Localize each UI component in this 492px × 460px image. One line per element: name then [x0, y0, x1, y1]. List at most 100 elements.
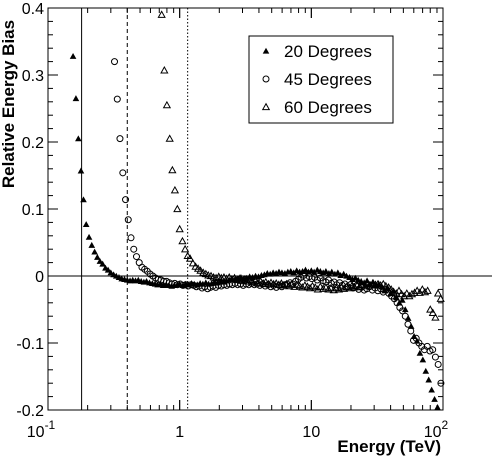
data-point: [227, 275, 236, 283]
data-point: [248, 277, 257, 286]
data-points: [69, 10, 445, 410]
data-point: [426, 305, 435, 313]
data-point: [285, 281, 294, 290]
data-point: [334, 269, 342, 276]
data-point: [279, 281, 289, 289]
series-3: [157, 10, 445, 321]
data-point: [173, 204, 182, 213]
data-point: [371, 280, 380, 288]
data-point: [419, 356, 427, 363]
data-point: [305, 283, 315, 292]
data-point: [91, 248, 98, 255]
data-point: [232, 275, 242, 284]
data-point: [238, 276, 247, 284]
data-point: [183, 251, 192, 260]
data-point: [428, 386, 435, 393]
data-point: [322, 268, 330, 274]
data-point: [99, 260, 106, 267]
data-point: [328, 268, 336, 275]
data-point: [85, 233, 93, 240]
data-point: [259, 279, 268, 287]
data-point: [399, 296, 406, 303]
data-point: [345, 283, 354, 292]
legend-label: 60 Degrees: [284, 98, 372, 117]
x-axis-title: Energy (TeV): [337, 437, 441, 456]
data-point: [180, 244, 190, 253]
data-point: [290, 269, 298, 276]
data-point: [434, 404, 441, 410]
data-point: [433, 289, 443, 297]
data-point: [402, 289, 411, 297]
data-point: [88, 241, 96, 248]
axis-ticks: [47, 7, 444, 411]
legend-label: 45 Degrees: [284, 70, 372, 89]
data-point: [77, 167, 85, 174]
data-point: [269, 279, 278, 288]
data-point: [404, 320, 412, 328]
y-tick-label: 0.3: [22, 68, 44, 85]
data-point: [407, 322, 415, 329]
data-point: [264, 279, 273, 288]
data-point: [298, 283, 307, 291]
legend: 20 Degrees 45 Degrees 60 Degrees: [248, 35, 394, 124]
y-tick-label: 0.2: [22, 135, 44, 152]
data-point: [113, 95, 121, 103]
data-point: [130, 245, 138, 253]
data-point: [82, 221, 90, 228]
x-tick-label: 10-1: [27, 418, 56, 441]
data-point: [170, 185, 180, 194]
data-point: [119, 169, 127, 177]
data-point: [410, 288, 419, 296]
data-point: [431, 395, 438, 402]
data-point: [290, 282, 299, 290]
data-point: [329, 285, 338, 294]
x-tick-label: 102: [424, 418, 449, 441]
data-point: [168, 165, 177, 174]
data-point: [179, 281, 187, 289]
data-point: [72, 95, 80, 102]
data-point: [339, 284, 349, 292]
data-point: [334, 285, 344, 293]
data-point: [178, 236, 187, 245]
data-point: [157, 10, 166, 18]
data-point: [104, 266, 112, 273]
data-point: [316, 282, 325, 290]
axis-titles: Energy (TeV) Relative Energy Bias: [0, 20, 441, 456]
data-point: [127, 234, 135, 242]
data-point: [429, 346, 437, 354]
data-point: [274, 280, 283, 288]
tick-labels: -0.2 -0.1 0 0.1 0.2 0.3 0.4 10-1 1 10 102: [16, 1, 448, 441]
data-point: [350, 283, 359, 291]
y-tick-label: 0.4: [22, 1, 44, 18]
data-point: [69, 52, 77, 59]
data-point: [175, 224, 184, 233]
data-point: [319, 284, 328, 292]
legend-marker: [262, 75, 270, 83]
data-point: [431, 313, 440, 321]
data-point: [188, 258, 198, 267]
data-point: [185, 254, 195, 262]
data-point: [94, 253, 101, 260]
data-point: [124, 216, 132, 224]
y-tick-label: 0.1: [22, 202, 44, 219]
legend-marker: [262, 47, 270, 54]
y-tick-label: -0.2: [16, 403, 44, 420]
y-tick-label: 0: [35, 269, 44, 286]
data-point: [310, 268, 318, 275]
x-tick-label: 10: [302, 424, 320, 441]
data-point: [355, 282, 364, 290]
data-point: [399, 307, 407, 315]
data-point: [436, 294, 445, 302]
legend-box: [248, 35, 394, 124]
data-point: [75, 135, 82, 142]
data-point: [165, 134, 174, 142]
data-point: [160, 65, 169, 74]
y-axis-title: Relative Energy Bias: [0, 20, 18, 188]
data-point: [366, 281, 375, 289]
data-point: [217, 273, 226, 282]
data-point: [387, 285, 396, 293]
data-point: [431, 353, 439, 361]
data-point: [253, 278, 263, 286]
